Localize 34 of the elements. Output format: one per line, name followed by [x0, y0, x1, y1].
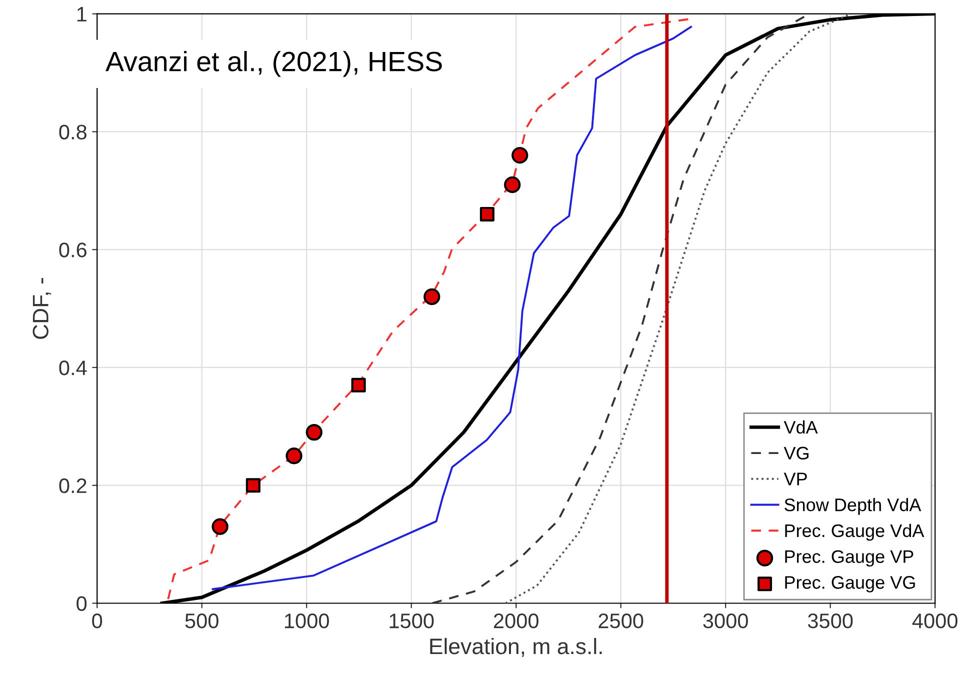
legend-label: Prec. Gauge VdA — [785, 524, 924, 541]
point — [424, 288, 440, 306]
legend-label: Prec. Gauge VP — [785, 550, 914, 567]
x-tick-label: 4000 — [912, 614, 958, 628]
legend-label: VP — [784, 472, 807, 486]
point — [246, 478, 260, 493]
y-tick-label: 1 — [77, 7, 86, 22]
point — [212, 518, 228, 535]
legend-label: Prec. Gauge VG — [785, 576, 915, 592]
x-tick-label: 500 — [185, 614, 218, 628]
legend-label: Snow Depth VdA — [784, 498, 922, 515]
x-tick-label: 2000 — [494, 614, 538, 628]
x-tick-label: 1000 — [285, 614, 329, 628]
point — [351, 378, 366, 392]
annotation: Avanzi et al., (2021), HESS — [106, 50, 442, 77]
y-tick-label: 0 — [76, 596, 87, 611]
legend-label: VG — [784, 446, 808, 460]
point — [286, 448, 302, 464]
x-tick-label: 3000 — [703, 614, 748, 628]
x-tick-label: 1500 — [390, 614, 434, 628]
point — [306, 424, 322, 441]
x-tick-label: 3500 — [808, 614, 853, 628]
y-axis-title: CDF, - — [32, 278, 52, 339]
y-tick-label: 0.6 — [59, 242, 86, 258]
x-axis-title: Elevation, m a.s.l. — [430, 638, 602, 657]
y-tick-label: 0.4 — [59, 360, 87, 376]
x-tick-label: 0 — [92, 614, 102, 628]
y-tick-label: 0.8 — [59, 124, 86, 140]
y-tick-label: 0.2 — [59, 478, 86, 494]
point — [504, 176, 521, 194]
point — [480, 206, 494, 222]
x-tick-label: 2500 — [598, 614, 644, 628]
point — [512, 146, 528, 164]
legend-label: VdA — [784, 420, 818, 434]
